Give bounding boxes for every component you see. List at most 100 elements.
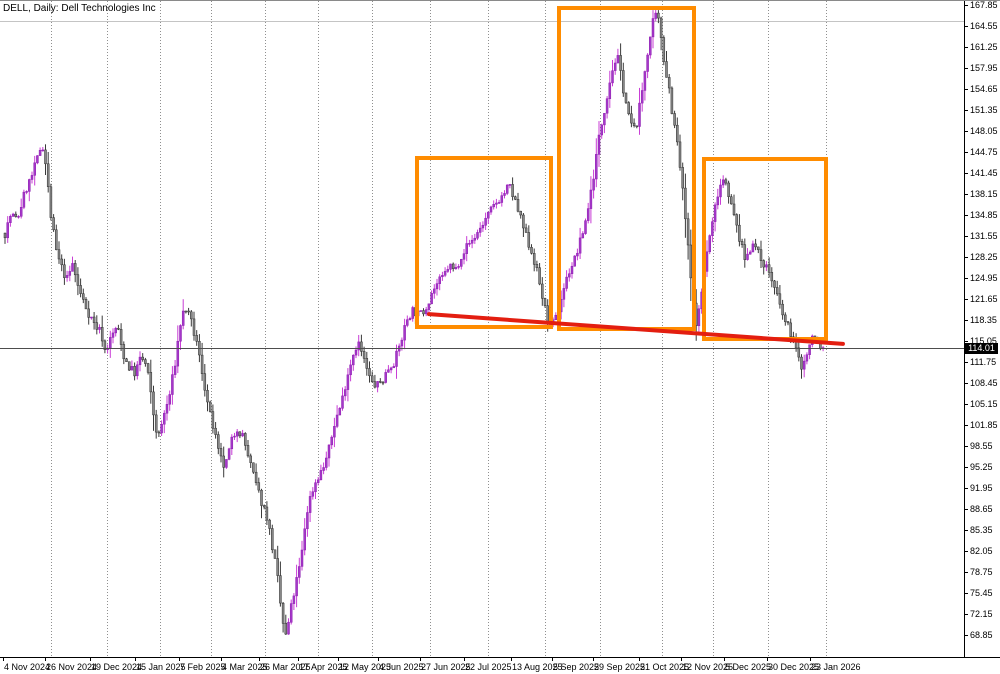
candle-down (260, 489, 263, 506)
candle-down (84, 299, 88, 310)
candle-down (684, 187, 687, 220)
candle-up (11, 213, 15, 217)
pattern-rectangle-head[interactable] (557, 6, 696, 331)
candle-down (784, 314, 787, 322)
candle-up (611, 70, 614, 84)
candle-down (532, 253, 536, 265)
candle-up (597, 134, 601, 155)
x-axis-label: 15 Jan 2025 (136, 662, 186, 672)
candle-up (171, 374, 174, 395)
candle-wick (455, 263, 457, 270)
y-axis-label: 101.85 (970, 420, 998, 430)
candle-down (524, 227, 528, 233)
candle-up (6, 222, 9, 239)
y-axis-label: 82.05 (970, 546, 993, 556)
candle-up (176, 340, 180, 367)
candle-up (179, 325, 182, 342)
candle-up (438, 276, 441, 284)
candle-up (638, 102, 641, 127)
candle-up (654, 12, 657, 19)
y-axis-label: 167.85 (970, 0, 998, 10)
candle-down (87, 308, 90, 318)
pattern-rectangle-right-shoulder[interactable] (702, 157, 828, 341)
time-axis[interactable]: 4 Nov 2024 26 Nov 2024 19 Dec 2024 15 Jan 2… (0, 657, 1000, 674)
candle-down (257, 482, 261, 491)
candle-up (230, 436, 234, 450)
candle-up (357, 341, 360, 351)
candle-down (673, 113, 676, 126)
candle-up (181, 310, 185, 326)
candle-up (573, 255, 576, 267)
candle-down (157, 431, 161, 434)
candle-down (95, 322, 99, 330)
candle-up (173, 365, 177, 375)
y-axis-label: 121.65 (970, 294, 998, 304)
candle-up (495, 202, 498, 205)
candle-down (370, 375, 374, 382)
candle-up (435, 283, 439, 290)
candle-down (541, 283, 544, 299)
candle-up (481, 224, 485, 229)
candle-up (748, 251, 752, 255)
candle-wick (757, 246, 759, 254)
candle-up (343, 389, 347, 397)
candle-up (500, 195, 504, 203)
candle-down (273, 549, 277, 559)
plot-area[interactable]: DELL, Daily: Dell Technologies Inc (0, 1, 964, 657)
x-axis-label: 12 Nov 2025 (682, 662, 734, 672)
x-axis-tick (420, 658, 421, 661)
candle-up (303, 528, 306, 551)
candle-down (244, 433, 247, 446)
candle-up (322, 467, 325, 471)
candle-down (622, 70, 625, 94)
candle-up (643, 71, 647, 91)
candle-down (678, 141, 682, 168)
y-axis-tick (965, 320, 968, 321)
candle-up (443, 271, 447, 276)
y-axis-tick (965, 341, 968, 342)
candle-up (114, 328, 117, 334)
price-axis[interactable]: 167.85 164.55 161.25 157.95 154.65 151.35 148.… (964, 1, 1000, 657)
candle-down (133, 366, 136, 377)
candle-up (352, 354, 355, 366)
candle-up (441, 275, 444, 278)
candle-up (478, 227, 482, 233)
candle-down (63, 264, 66, 278)
y-axis-tick (965, 194, 968, 195)
candle-up (354, 349, 358, 356)
y-axis-tick (965, 299, 968, 300)
candle-up (565, 276, 568, 289)
candle-up (449, 263, 452, 270)
candle-up (90, 316, 93, 319)
x-axis-label: 4 Mar 2025 (222, 662, 268, 672)
candle-down (152, 391, 155, 416)
candle-up (241, 433, 244, 437)
candle-up (589, 189, 593, 209)
candle-up (295, 577, 298, 597)
candle-up (389, 367, 393, 371)
x-axis-label: 29 Sep 2025 (594, 662, 646, 672)
candle-up (338, 408, 342, 416)
candle-up (225, 459, 228, 468)
candle-up (387, 369, 390, 373)
candle-down (127, 361, 131, 371)
candle-up (395, 350, 398, 367)
candle-down (154, 414, 158, 433)
x-axis-label: 12 May 2025 (339, 662, 392, 672)
pattern-rectangle-left-shoulder[interactable] (415, 156, 553, 329)
candle-down (79, 285, 82, 294)
candle-wick (4, 232, 6, 244)
candle-up (433, 288, 436, 294)
candle-down (117, 328, 120, 330)
candle-up (468, 243, 471, 245)
candle-up (454, 267, 458, 269)
candle-down (55, 229, 58, 250)
candle-down (632, 122, 636, 126)
candle-down (252, 462, 255, 473)
candle-down (249, 455, 252, 463)
y-axis-label: 85.35 (970, 525, 993, 535)
candle-up (808, 344, 811, 355)
y-axis-tick (965, 551, 968, 552)
candle-up (160, 423, 163, 434)
candle-down (662, 37, 666, 62)
